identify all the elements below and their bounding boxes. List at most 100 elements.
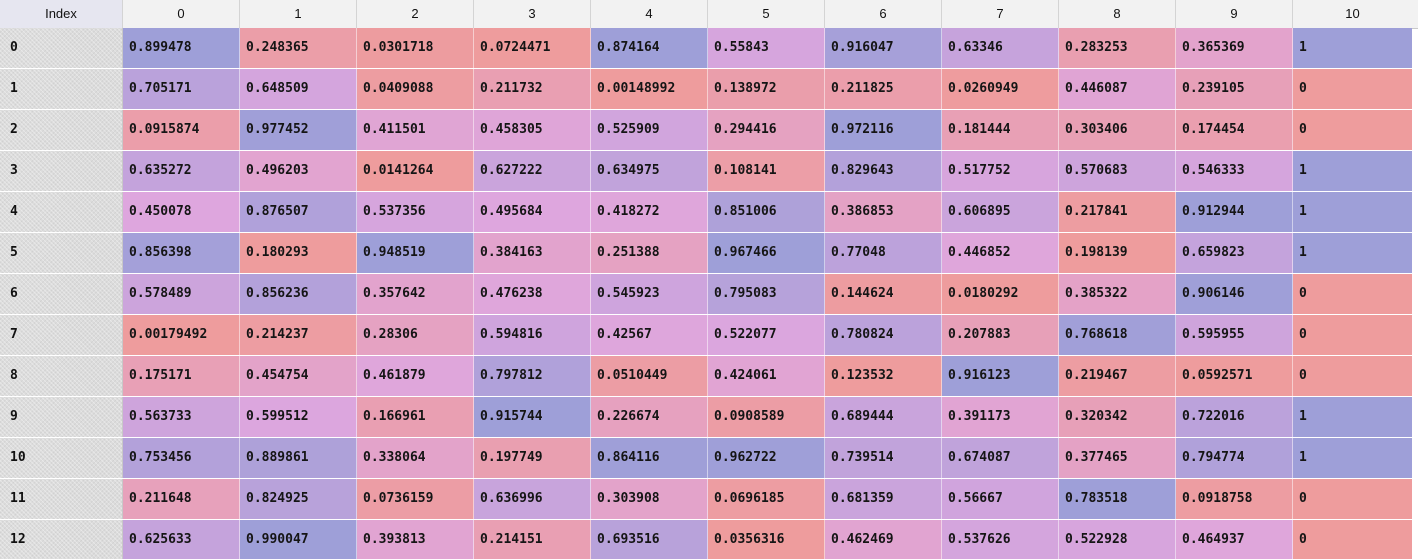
table-cell[interactable]: 0.283253 xyxy=(1059,28,1176,68)
table-cell[interactable]: 0 xyxy=(1293,356,1412,396)
row-index-cell[interactable]: 2 xyxy=(0,110,123,150)
table-cell[interactable]: 0.211825 xyxy=(825,69,942,109)
table-cell[interactable]: 0.303406 xyxy=(1059,110,1176,150)
table-cell[interactable]: 0.123532 xyxy=(825,356,942,396)
table-cell[interactable]: 0.537356 xyxy=(357,192,474,232)
table-cell[interactable]: 0.783518 xyxy=(1059,479,1176,519)
table-cell[interactable]: 0.338064 xyxy=(357,438,474,478)
table-cell[interactable]: 0.595955 xyxy=(1176,315,1293,355)
table-cell[interactable]: 0.795083 xyxy=(708,274,825,314)
table-cell[interactable]: 0.525909 xyxy=(591,110,708,150)
table-cell[interactable]: 0 xyxy=(1293,274,1412,314)
table-cell[interactable]: 0 xyxy=(1293,479,1412,519)
table-cell[interactable]: 0.198139 xyxy=(1059,233,1176,273)
table-cell[interactable]: 0.990047 xyxy=(240,520,357,559)
column-header[interactable]: 6 xyxy=(825,0,942,28)
table-cell[interactable]: 0.211732 xyxy=(474,69,591,109)
table-cell[interactable]: 0.495684 xyxy=(474,192,591,232)
table-cell[interactable]: 0.578489 xyxy=(123,274,240,314)
table-cell[interactable]: 0.780824 xyxy=(825,315,942,355)
table-cell[interactable]: 0 xyxy=(1293,315,1412,355)
table-cell[interactable]: 0.391173 xyxy=(942,397,1059,437)
row-index-cell[interactable]: 0 xyxy=(0,28,123,68)
table-cell[interactable]: 0.864116 xyxy=(591,438,708,478)
table-cell[interactable]: 0.972116 xyxy=(825,110,942,150)
table-cell[interactable]: 0.0301718 xyxy=(357,28,474,68)
table-cell[interactable]: 0.648509 xyxy=(240,69,357,109)
table-cell[interactable]: 0.889861 xyxy=(240,438,357,478)
table-cell[interactable]: 0.0180292 xyxy=(942,274,1059,314)
table-cell[interactable]: 0.874164 xyxy=(591,28,708,68)
table-cell[interactable]: 0.476238 xyxy=(474,274,591,314)
table-cell[interactable]: 0.824925 xyxy=(240,479,357,519)
table-cell[interactable]: 0.377465 xyxy=(1059,438,1176,478)
table-cell[interactable]: 1 xyxy=(1293,233,1412,273)
table-cell[interactable]: 0.0918758 xyxy=(1176,479,1293,519)
column-header[interactable]: 2 xyxy=(357,0,474,28)
index-column-header[interactable]: Index xyxy=(0,0,123,28)
table-cell[interactable]: 0.226674 xyxy=(591,397,708,437)
table-cell[interactable]: 0.458305 xyxy=(474,110,591,150)
table-cell[interactable]: 0.175171 xyxy=(123,356,240,396)
column-header[interactable]: 7 xyxy=(942,0,1059,28)
table-cell[interactable]: 0.768618 xyxy=(1059,315,1176,355)
table-cell[interactable]: 0.948519 xyxy=(357,233,474,273)
table-cell[interactable]: 0.365369 xyxy=(1176,28,1293,68)
table-cell[interactable]: 0.0510449 xyxy=(591,356,708,396)
table-cell[interactable]: 0.0409088 xyxy=(357,69,474,109)
table-cell[interactable]: 0.570683 xyxy=(1059,151,1176,191)
table-cell[interactable]: 0.00179492 xyxy=(123,315,240,355)
table-cell[interactable]: 0.393813 xyxy=(357,520,474,559)
table-cell[interactable]: 0.705171 xyxy=(123,69,240,109)
table-cell[interactable]: 1 xyxy=(1293,28,1412,68)
table-cell[interactable]: 0.693516 xyxy=(591,520,708,559)
column-header[interactable]: 1 xyxy=(240,0,357,28)
table-cell[interactable]: 0.144624 xyxy=(825,274,942,314)
column-header[interactable]: 8 xyxy=(1059,0,1176,28)
table-cell[interactable]: 0.174454 xyxy=(1176,110,1293,150)
table-cell[interactable]: 0.915744 xyxy=(474,397,591,437)
table-cell[interactable]: 0.181444 xyxy=(942,110,1059,150)
table-cell[interactable]: 0.856398 xyxy=(123,233,240,273)
table-cell[interactable]: 0.0696185 xyxy=(708,479,825,519)
table-cell[interactable]: 0.464937 xyxy=(1176,520,1293,559)
table-cell[interactable]: 0.357642 xyxy=(357,274,474,314)
table-cell[interactable]: 1 xyxy=(1293,151,1412,191)
table-cell[interactable]: 0.0915874 xyxy=(123,110,240,150)
table-cell[interactable]: 0.450078 xyxy=(123,192,240,232)
table-cell[interactable]: 0.00148992 xyxy=(591,69,708,109)
table-cell[interactable]: 0.446852 xyxy=(942,233,1059,273)
table-cell[interactable]: 0.517752 xyxy=(942,151,1059,191)
table-cell[interactable]: 0.906146 xyxy=(1176,274,1293,314)
table-cell[interactable]: 0.418272 xyxy=(591,192,708,232)
table-cell[interactable]: 0.599512 xyxy=(240,397,357,437)
table-cell[interactable]: 0.0592571 xyxy=(1176,356,1293,396)
table-cell[interactable]: 0.424061 xyxy=(708,356,825,396)
table-cell[interactable]: 0.108141 xyxy=(708,151,825,191)
table-cell[interactable]: 0.794774 xyxy=(1176,438,1293,478)
table-cell[interactable]: 0.829643 xyxy=(825,151,942,191)
table-cell[interactable]: 0.496203 xyxy=(240,151,357,191)
table-cell[interactable]: 0.386853 xyxy=(825,192,942,232)
table-cell[interactable]: 0.446087 xyxy=(1059,69,1176,109)
table-cell[interactable]: 0.384163 xyxy=(474,233,591,273)
column-header[interactable]: 10 xyxy=(1345,6,1360,21)
table-cell[interactable]: 0.522077 xyxy=(708,315,825,355)
table-cell[interactable]: 0.739514 xyxy=(825,438,942,478)
table-cell[interactable]: 0.977452 xyxy=(240,110,357,150)
table-cell[interactable]: 1 xyxy=(1293,192,1412,232)
table-cell[interactable]: 0.753456 xyxy=(123,438,240,478)
table-cell[interactable]: 0.0736159 xyxy=(357,479,474,519)
table-cell[interactable]: 0.211648 xyxy=(123,479,240,519)
column-header[interactable]: 3 xyxy=(474,0,591,28)
table-cell[interactable]: 0.55843 xyxy=(708,28,825,68)
row-index-cell[interactable]: 3 xyxy=(0,151,123,191)
table-cell[interactable]: 0.56667 xyxy=(942,479,1059,519)
table-cell[interactable]: 0.462469 xyxy=(825,520,942,559)
table-cell[interactable]: 0.674087 xyxy=(942,438,1059,478)
table-cell[interactable]: 0.166961 xyxy=(357,397,474,437)
table-cell[interactable]: 0.294416 xyxy=(708,110,825,150)
table-cell[interactable]: 0.180293 xyxy=(240,233,357,273)
table-cell[interactable]: 0 xyxy=(1293,520,1412,559)
table-cell[interactable]: 0.0356316 xyxy=(708,520,825,559)
